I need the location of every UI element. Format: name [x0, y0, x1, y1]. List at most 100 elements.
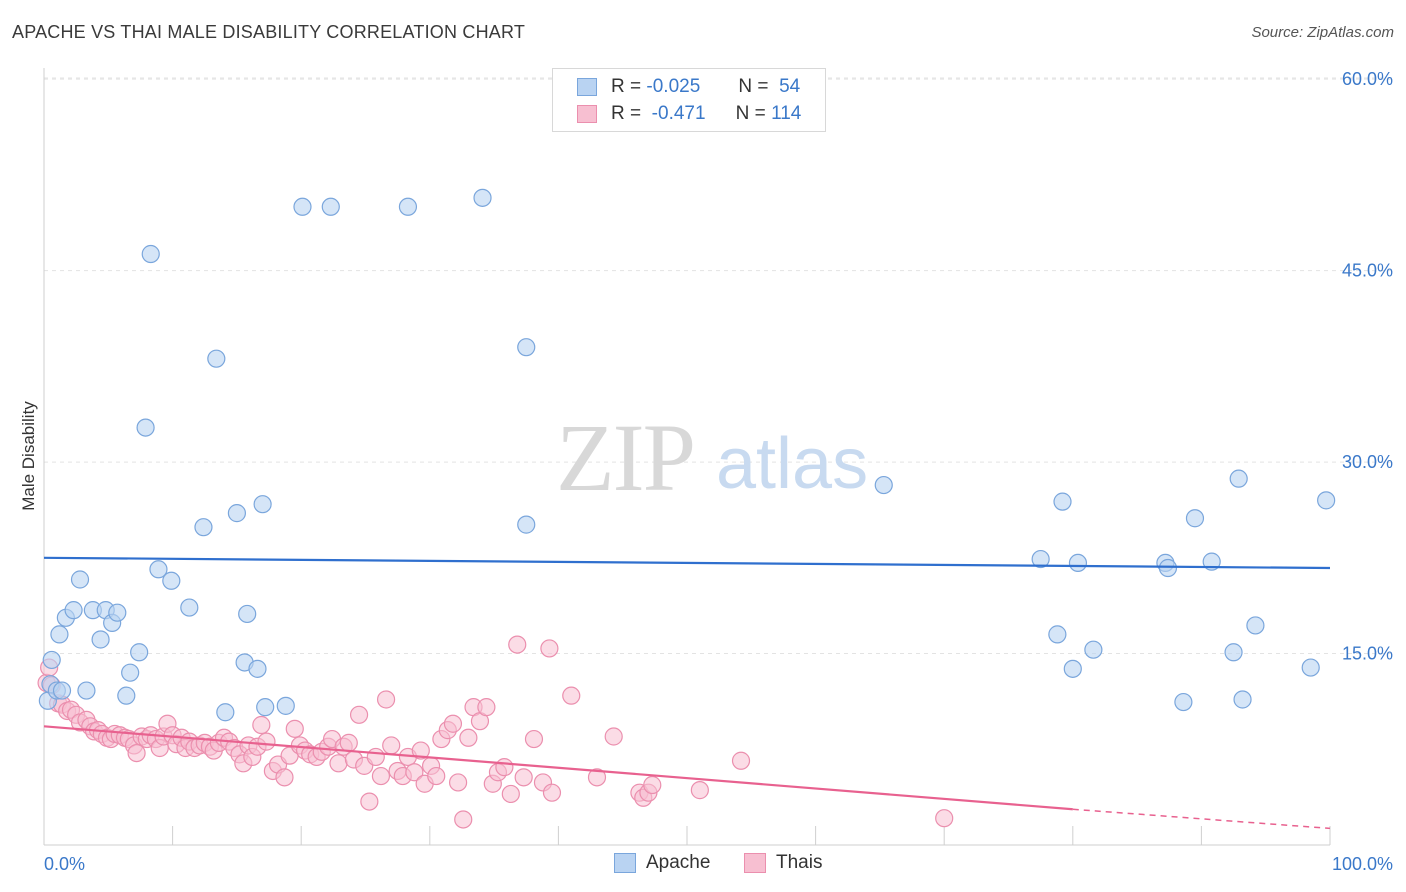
- axes: [43, 68, 1331, 846]
- thais-point-62: [329, 754, 348, 773]
- watermark-atlas: atlas: [716, 424, 868, 504]
- thais-point-70: [371, 766, 391, 786]
- apache-point-8: [70, 570, 90, 589]
- apache-point-5: [52, 681, 72, 700]
- thais-point-107: [690, 781, 709, 800]
- thais-point-76: [405, 763, 424, 782]
- apache-point-24: [207, 349, 226, 368]
- thais-point-100: [562, 686, 581, 705]
- apache-point-25: [216, 703, 235, 722]
- y-tick-label-1: 30.0%: [1342, 452, 1393, 472]
- thais-n-value: 114: [771, 103, 802, 124]
- thais-point-98: [540, 639, 559, 658]
- watermark-zip: ZIP: [556, 404, 694, 511]
- apache-point-17: [130, 643, 149, 662]
- apache-point-28: [238, 604, 257, 624]
- thais-legend-label: Thais: [776, 852, 823, 873]
- apache-point-22: [180, 598, 199, 617]
- thais-trend-extension: [1072, 808, 1331, 830]
- legend-item-apache[interactable]: Apache: [614, 852, 710, 874]
- thais-point-52: [275, 768, 294, 787]
- apache-r-label: R =: [611, 76, 642, 97]
- thais-point-99: [542, 783, 562, 802]
- apache-trend-line: [43, 556, 1331, 570]
- thais-trend-line: [43, 725, 1073, 811]
- apache-point-41: [1048, 625, 1067, 644]
- thais-point-72: [382, 736, 401, 755]
- y-tick-labels: 15.0% 30.0% 45.0% 60.0%: [1342, 69, 1393, 663]
- trend-lines: [43, 556, 1331, 830]
- apache-point-54: [1246, 616, 1265, 635]
- thais-point-93: [501, 784, 520, 804]
- source-credit: Source: ZipAtlas.com: [1251, 24, 1394, 41]
- thais-r-label: R =: [611, 103, 642, 124]
- thais-point-68: [360, 792, 379, 811]
- apache-legend-swatch: [614, 853, 636, 873]
- x-tick-label-1: 100.0%: [1332, 854, 1393, 874]
- apache-n-label: N =: [738, 76, 769, 97]
- apache-points: [38, 188, 1336, 722]
- y-axis-label: Male Disability: [19, 401, 38, 511]
- thais-point-69: [366, 747, 385, 767]
- thais-point-71: [376, 690, 396, 709]
- apache-point-34: [321, 197, 340, 216]
- thais-r-value: -0.471: [651, 103, 706, 124]
- apache-point-47: [1158, 558, 1178, 578]
- apache-point-38: [517, 515, 536, 534]
- thais-point-89: [477, 698, 496, 717]
- thais-point-86: [459, 728, 478, 747]
- apache-point-33: [293, 197, 312, 216]
- apache-point-19: [141, 244, 160, 264]
- thais-swatch: [577, 105, 597, 123]
- legend-item-thais[interactable]: Thais: [744, 852, 822, 874]
- thais-n-label: N =: [735, 103, 766, 124]
- apache-point-44: [1068, 553, 1088, 573]
- stats-legend: R = -0.025 N = 54 R = -0.471 N = 114: [552, 68, 826, 132]
- apache-legend-label: Apache: [646, 852, 711, 873]
- apache-point-36: [473, 188, 492, 207]
- apache-point-43: [1063, 659, 1082, 678]
- apache-point-4: [50, 625, 69, 644]
- apache-point-16: [121, 663, 140, 682]
- thais-point-101: [587, 768, 607, 787]
- apache-point-32: [276, 696, 295, 715]
- thais-point-85: [454, 810, 473, 829]
- thais-point-64: [339, 733, 358, 752]
- legend-row-apache: R = -0.025 N = 54: [577, 75, 800, 99]
- thais-point-80: [427, 766, 446, 786]
- thais-point-49: [257, 732, 276, 751]
- thais-point-108: [731, 751, 751, 770]
- apache-point-51: [1224, 643, 1243, 662]
- apache-point-50: [1202, 552, 1221, 571]
- y-tick-label-3: 60.0%: [1342, 69, 1393, 89]
- apache-point-55: [1301, 658, 1320, 677]
- apache-point-48: [1174, 692, 1193, 712]
- apache-point-49: [1185, 509, 1205, 528]
- apache-point-37: [517, 338, 536, 357]
- apache-point-2: [42, 650, 61, 670]
- thais-point-109: [935, 809, 954, 828]
- apache-point-20: [149, 560, 168, 579]
- apache-point-30: [253, 495, 272, 514]
- thais-point-54: [285, 719, 304, 738]
- thais-point-83: [443, 714, 463, 733]
- apache-point-40: [1031, 549, 1050, 569]
- chart-title: APACHE VS THAI MALE DISABILITY CORRELATI…: [12, 22, 526, 42]
- apache-point-39: [874, 475, 893, 495]
- apache-point-15: [117, 686, 136, 705]
- thais-point-66: [349, 705, 369, 724]
- apache-point-56: [1317, 491, 1336, 510]
- apache-point-53: [1233, 690, 1252, 709]
- x-tick-label-0: 0.0%: [44, 854, 85, 874]
- thais-point-77: [411, 741, 430, 760]
- apache-point-23: [194, 518, 213, 537]
- apache-r-value: -0.025: [646, 76, 701, 97]
- apache-point-14: [108, 603, 127, 622]
- apache-n-value: 54: [779, 76, 801, 97]
- thais-point-48: [252, 715, 271, 735]
- thais-point-84: [448, 773, 468, 792]
- apache-point-9: [77, 681, 96, 700]
- apache-point-31: [256, 698, 275, 717]
- apache-point-26: [227, 504, 246, 523]
- apache-point-29: [248, 659, 267, 678]
